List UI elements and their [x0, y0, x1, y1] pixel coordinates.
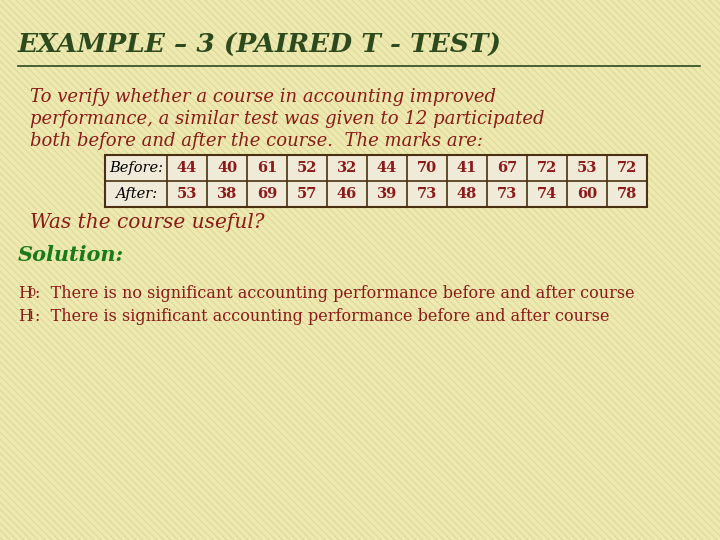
- Text: 32: 32: [337, 161, 357, 175]
- Text: 52: 52: [297, 161, 318, 175]
- Text: Was the course useful?: Was the course useful?: [30, 213, 264, 232]
- Text: 73: 73: [417, 187, 437, 201]
- Text: 53: 53: [577, 161, 597, 175]
- Text: 40: 40: [217, 161, 237, 175]
- Text: 60: 60: [577, 187, 597, 201]
- Text: 44: 44: [377, 161, 397, 175]
- Text: 69: 69: [257, 187, 277, 201]
- Text: 1: 1: [28, 311, 35, 321]
- Text: 78: 78: [617, 187, 637, 201]
- Text: 73: 73: [497, 187, 517, 201]
- Bar: [105, 155, 647, 207]
- Text: performance, a similar test was given to 12 participated: performance, a similar test was given to…: [30, 110, 544, 128]
- Text: After:: After:: [115, 187, 157, 201]
- Bar: [105, 155, 647, 207]
- Text: 46: 46: [337, 187, 357, 201]
- Text: 57: 57: [297, 187, 318, 201]
- Text: 0: 0: [28, 288, 35, 298]
- Text: EXAMPLE – 3 (PAIRED T - TEST): EXAMPLE – 3 (PAIRED T - TEST): [18, 33, 502, 58]
- Text: H: H: [18, 285, 32, 302]
- Text: 38: 38: [217, 187, 237, 201]
- Text: 61: 61: [257, 161, 277, 175]
- Text: :  There is no significant accounting performance before and after course: : There is no significant accounting per…: [35, 285, 634, 302]
- Text: Before:: Before:: [109, 161, 163, 175]
- Text: 53: 53: [177, 187, 197, 201]
- Text: To verify whether a course in accounting improved: To verify whether a course in accounting…: [30, 88, 496, 106]
- Text: both before and after the course.  The marks are:: both before and after the course. The ma…: [30, 132, 483, 150]
- Text: 72: 72: [537, 161, 557, 175]
- Text: 70: 70: [417, 161, 437, 175]
- Text: H: H: [18, 308, 32, 325]
- Text: 41: 41: [456, 161, 477, 175]
- Text: 39: 39: [377, 187, 397, 201]
- Text: 74: 74: [537, 187, 557, 201]
- Text: 67: 67: [497, 161, 517, 175]
- Text: 44: 44: [177, 161, 197, 175]
- Text: :  There is significant accounting performance before and after course: : There is significant accounting perfor…: [35, 308, 610, 325]
- Text: 72: 72: [617, 161, 637, 175]
- Text: 48: 48: [457, 187, 477, 201]
- Text: Solution:: Solution:: [18, 245, 125, 265]
